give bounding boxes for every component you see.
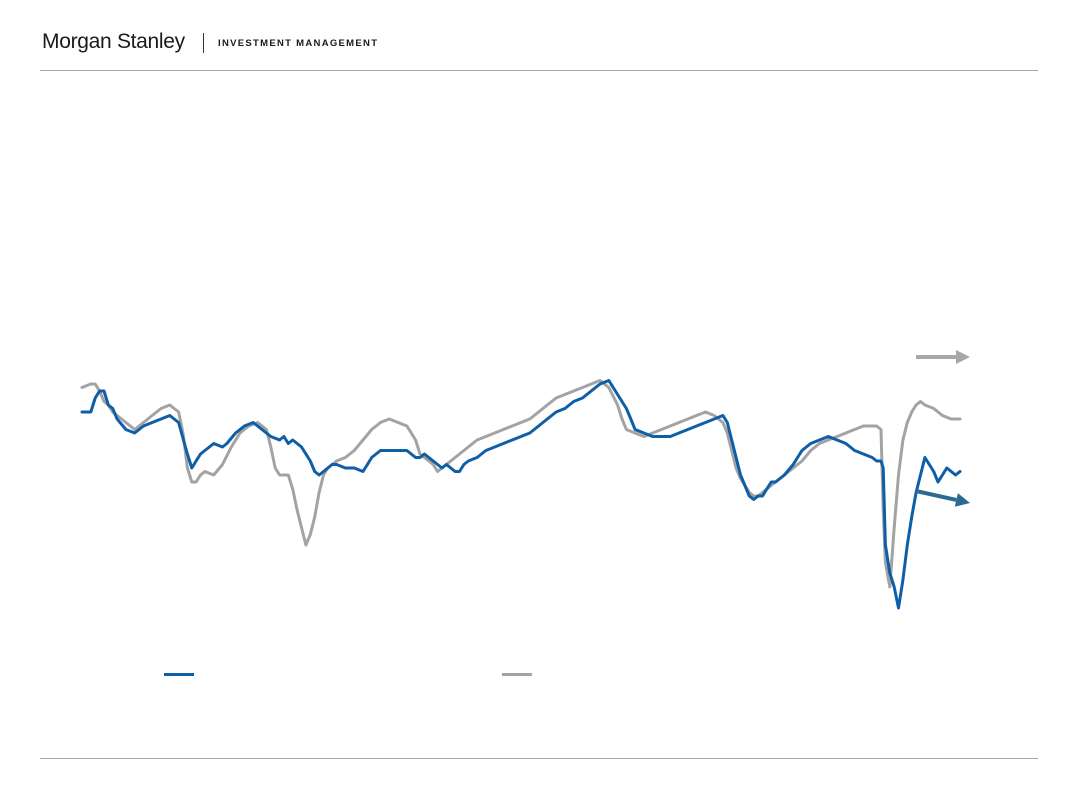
brand-logo: Morgan Stanley	[42, 30, 185, 53]
series-1-trend-arrow	[915, 489, 970, 507]
header-rule	[40, 70, 1038, 71]
brand-division: INVESTMENT MANAGEMENT	[218, 38, 379, 49]
header: Morgan Stanley INVESTMENT MANAGEMENT	[0, 0, 1080, 72]
series-2-trend-arrow	[916, 350, 970, 364]
legend-swatch-series-1	[164, 673, 194, 676]
legend-swatch-series-2	[502, 673, 532, 676]
series-2-line	[80, 379, 962, 589]
series-1-line	[80, 379, 962, 610]
footer-rule	[40, 758, 1038, 759]
brand-divider	[203, 33, 204, 53]
